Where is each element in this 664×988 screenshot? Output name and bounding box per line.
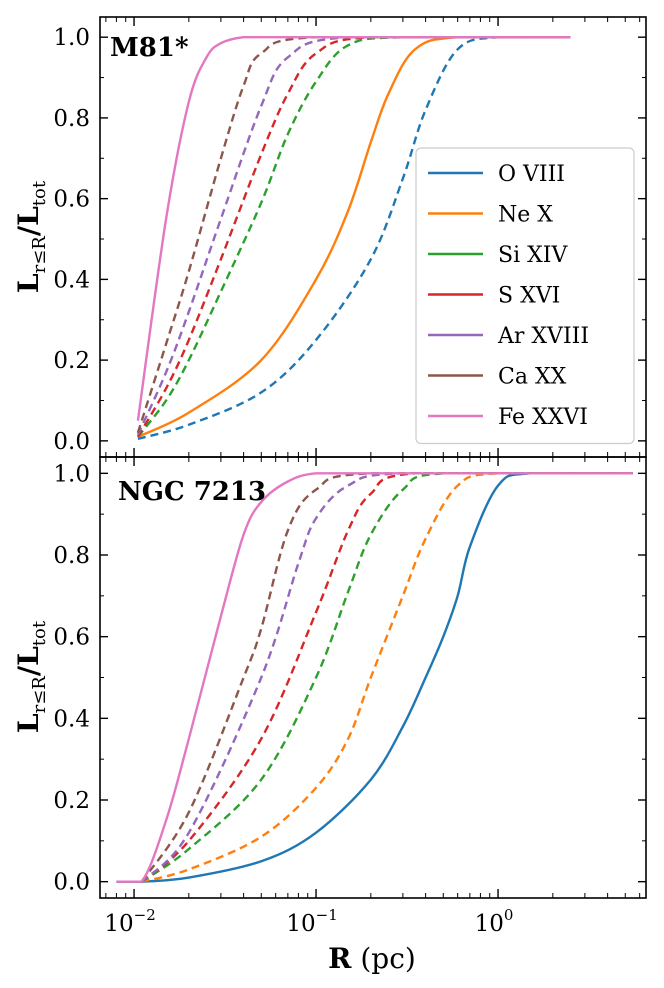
series-line-ne-x xyxy=(141,472,633,883)
y-tick-label: 0.4 xyxy=(53,267,90,293)
x-tick-label: 10−1 xyxy=(286,906,337,937)
y-tick-label: 0.8 xyxy=(53,543,90,569)
series-line-s-xvi xyxy=(140,472,633,883)
y-tick-label: 0.8 xyxy=(53,106,90,132)
legend-frame xyxy=(415,147,635,445)
series-line-o-viii xyxy=(137,35,571,440)
legend-label: Ca XX xyxy=(498,365,567,390)
series-line-fe-xxvi xyxy=(116,472,633,883)
svg-text:Lr≤R/Ltot: Lr≤R/Ltot xyxy=(12,180,50,293)
panel-ngc7213-title: NGC 7213 xyxy=(118,477,266,507)
x-tick-label: 100 xyxy=(475,906,514,937)
series-line-ca-xx xyxy=(136,35,571,434)
series-line-o-viii xyxy=(116,472,633,883)
legend-label: Ne X xyxy=(498,203,553,228)
legend: O VIII Ne X Si XIV S XVI Ar XVIII Ca XX Fe XXV… xyxy=(415,147,635,445)
series-line-ne-x xyxy=(137,35,571,438)
series-line-si-xiv xyxy=(140,472,633,883)
y-tick-label: 0.0 xyxy=(53,870,90,896)
panel-m81: 0.0 0.2 0.4 0.6 0.8 1.0 M81* O VIII Ne X Si XIV… xyxy=(12,16,647,458)
legend-label: Ar XVIII xyxy=(497,324,589,349)
y-tick-label: 0.2 xyxy=(53,788,90,814)
series-line-ca-xx xyxy=(140,472,633,883)
y-tick-label: 0.4 xyxy=(53,706,90,732)
y-tick-label: 1.0 xyxy=(53,461,90,487)
panel-m81-title: M81* xyxy=(110,33,189,63)
panel-ngc7213-frame xyxy=(99,456,647,899)
legend-label: Fe XXVI xyxy=(498,405,588,430)
x-tick-label: 10−2 xyxy=(104,906,155,937)
y-tick-label: 0.0 xyxy=(53,429,90,455)
series-line-fe-xxvi xyxy=(136,35,571,421)
legend-label: Si XIV xyxy=(498,243,568,268)
y-tick-label: 1.0 xyxy=(53,25,90,51)
y-tick-label: 0.6 xyxy=(53,187,90,213)
panel-ngc7213: 0.0 0.2 0.4 0.6 0.8 1.0 10−2 10−1 100 NGC 7213 L… xyxy=(12,456,647,937)
panel-ngc7213-ylabel: Lr≤R/Ltot xyxy=(12,620,50,733)
legend-label: S XVI xyxy=(498,284,560,309)
y-tick-label: 0.2 xyxy=(53,348,90,374)
y-tick-label: 0.6 xyxy=(53,625,90,651)
series-line-ar-xviii xyxy=(140,472,633,883)
x-axis-label: R (pc) xyxy=(328,942,416,975)
panel-m81-ylabel: Lr≤R/Ltot xyxy=(12,180,50,293)
svg-text:Lr≤R/Ltot: Lr≤R/Ltot xyxy=(12,620,50,733)
svg-text:R (pc): R (pc) xyxy=(328,942,416,975)
legend-label: O VIII xyxy=(498,162,565,187)
